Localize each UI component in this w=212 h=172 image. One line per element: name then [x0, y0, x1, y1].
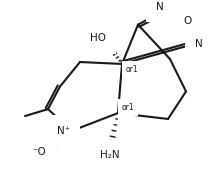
Text: or1: or1	[126, 65, 139, 74]
Text: N⁺: N⁺	[57, 126, 70, 136]
Text: ⁻O: ⁻O	[32, 147, 46, 157]
Text: H₂N: H₂N	[100, 150, 120, 160]
Text: N: N	[195, 39, 203, 49]
Text: or1: or1	[122, 103, 135, 112]
Text: HO: HO	[90, 33, 106, 43]
Text: N: N	[156, 2, 164, 12]
Text: O: O	[183, 16, 191, 26]
